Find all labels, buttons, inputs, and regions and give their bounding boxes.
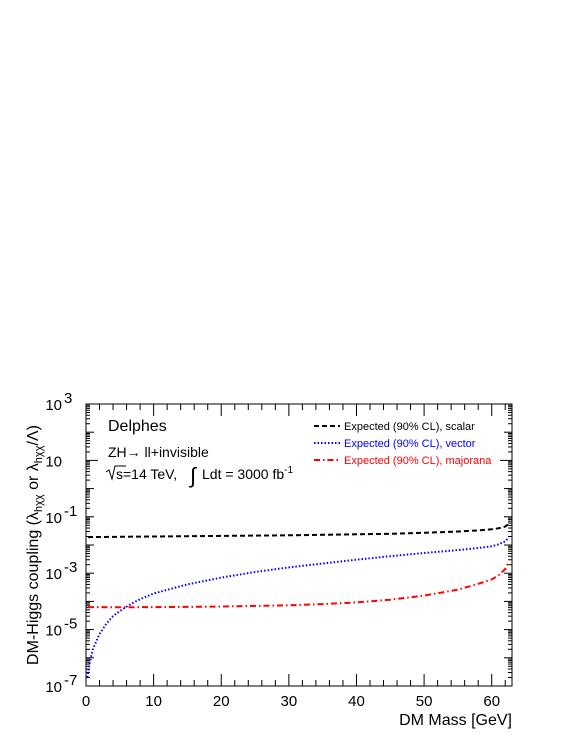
y-axis-title-main: DM-Higgs coupling (λ bbox=[25, 512, 42, 665]
x-tick-label: 10 bbox=[145, 693, 162, 710]
y-tick-label: 10 bbox=[45, 510, 62, 527]
y-tick-label-exponent: 3 bbox=[64, 390, 72, 407]
legend-label-2: Expected (90% CL), majorana bbox=[344, 455, 492, 467]
y-tick-label-exponent: -5 bbox=[64, 616, 77, 633]
legend: Expected (90% CL), scalar Expected (90% C… bbox=[314, 421, 492, 467]
y-tick-label: 10 bbox=[45, 679, 62, 696]
legend-label-0: Expected (90% CL), scalar bbox=[344, 421, 475, 433]
experiment-label: Delphes bbox=[108, 418, 167, 435]
process-label: ZH→ ll+invisible bbox=[108, 444, 209, 460]
energy-annotation: s=14 TeV, bbox=[105, 465, 177, 482]
y-tick-label: 10 bbox=[45, 566, 62, 583]
x-axis-title: DM Mass [GeV] bbox=[399, 712, 512, 729]
x-tick-labels: 0 10 20 30 40 50 60 bbox=[82, 693, 500, 710]
lumi-text: Ldt = 3000 fb bbox=[202, 466, 284, 482]
x-tick-label: 20 bbox=[213, 693, 230, 710]
y-tick-label-exponent: -7 bbox=[64, 672, 77, 689]
y-tick-label-exponent: -3 bbox=[64, 559, 77, 576]
x-tick-label: 60 bbox=[483, 693, 500, 710]
y-axis-title-sub1: hχχ bbox=[33, 494, 45, 512]
y-tick-label-exponent: -1 bbox=[64, 503, 77, 520]
y-axis-title-end: /Λ) bbox=[25, 425, 42, 445]
y-tick-label: 10 bbox=[45, 397, 62, 414]
y-axis-title-sub2: hχχ bbox=[33, 445, 45, 463]
x-tick-label: 30 bbox=[281, 693, 298, 710]
legend-label-1: Expected (90% CL), vector bbox=[344, 438, 476, 450]
y-axis-title-mid: or λ bbox=[25, 463, 42, 494]
series-line-2 bbox=[87, 561, 510, 609]
axis-ticks bbox=[85, 403, 512, 687]
series-lines bbox=[86, 523, 510, 678]
y-tick-label: 10 bbox=[45, 453, 62, 470]
lumi-label: Ldt = 3000 fb-1 bbox=[202, 465, 293, 482]
x-tick-label: 0 bbox=[82, 693, 90, 710]
y-tick-label: 10 bbox=[45, 623, 62, 640]
sqrt-symbol bbox=[105, 465, 126, 481]
lumi-exponent: -1 bbox=[284, 465, 293, 476]
y-axis-title: DM-Higgs coupling (λhχχ or λhχχ/Λ) bbox=[25, 425, 45, 665]
series-line-1 bbox=[86, 537, 510, 678]
x-tick-label: 50 bbox=[416, 693, 433, 710]
series-line-0 bbox=[87, 523, 510, 539]
x-tick-label: 40 bbox=[348, 693, 365, 710]
energy-label: s=14 TeV, bbox=[116, 466, 177, 482]
integral-symbol: ∫ bbox=[188, 463, 198, 488]
lumi-annotation: ∫ Ldt = 3000 fb-1 bbox=[188, 463, 293, 488]
